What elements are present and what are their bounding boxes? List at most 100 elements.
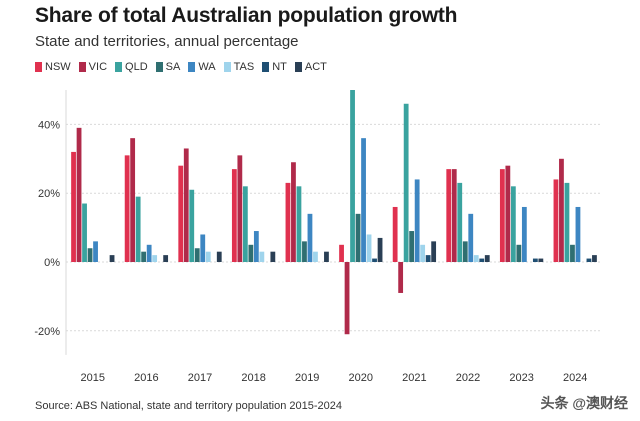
- x-tick-label: 2017: [188, 372, 212, 384]
- bar-vic-2019: [291, 162, 296, 262]
- bar-sa-2024: [570, 244, 575, 262]
- legend-label: VIC: [88, 61, 108, 73]
- bar-tas-2022: [473, 255, 479, 262]
- bar-nt-2021: [425, 255, 431, 262]
- legend-item-qld: QLD: [115, 61, 148, 73]
- bar-sa-2022: [462, 241, 468, 262]
- legend-label: WA: [198, 61, 216, 73]
- legend-swatch: [294, 62, 302, 72]
- legend-item-act: ACT: [294, 61, 327, 73]
- bar-qld-2016: [135, 196, 141, 262]
- bar-qld-2021: [403, 103, 409, 262]
- bar-sa-2020: [355, 213, 361, 262]
- bar-sa-2021: [409, 231, 415, 262]
- bar-vic-2023: [505, 165, 511, 262]
- bar-sa-2018: [248, 244, 254, 262]
- bar-act-2022: [484, 255, 490, 262]
- bar-act-2020: [377, 237, 383, 262]
- bar-vic-2018: [237, 155, 243, 262]
- bar-nsw-2024: [553, 179, 559, 262]
- legend-swatch: [115, 62, 123, 72]
- bar-sa-2019: [302, 241, 307, 262]
- bar-wa-2016: [146, 244, 152, 262]
- x-tick-label: 2018: [241, 372, 265, 384]
- bar-vic-2024: [559, 158, 564, 262]
- x-tick-label: 2023: [509, 372, 533, 384]
- legend-swatch: [155, 62, 163, 72]
- legend-item-tas: TAS: [223, 61, 255, 73]
- chart-subtitle: State and territories, annual percentage: [35, 33, 299, 50]
- bar-sa-2017: [194, 248, 200, 262]
- bar-wa-2022: [468, 213, 474, 262]
- legend-item-nsw: NSW: [35, 61, 71, 73]
- bar-act-2018: [270, 251, 276, 262]
- bar-nsw-2018: [231, 169, 237, 262]
- legend-swatch: [262, 62, 270, 72]
- legend-item-vic: VIC: [78, 61, 108, 73]
- bar-tas-2016: [152, 255, 158, 262]
- bar-act-2019: [324, 251, 329, 262]
- legend-label: NT: [272, 61, 287, 73]
- bar-act-2023: [538, 258, 544, 262]
- x-tick-label: 2019: [295, 372, 319, 384]
- bar-act-2015: [109, 255, 115, 262]
- y-tick-label: 40%: [38, 119, 60, 131]
- bar-tas-2020: [366, 234, 372, 262]
- legend-item-nt: NT: [262, 61, 287, 73]
- chart-title: Share of total Australian population gro…: [35, 4, 458, 27]
- chart-legend: NSW VIC QLD SA WA TAS NT ACT: [35, 61, 327, 73]
- bar-wa-2015: [93, 241, 98, 262]
- x-tick-label: 2020: [349, 372, 373, 384]
- legend-label: TAS: [233, 61, 255, 73]
- bar-nsw-2020: [339, 244, 344, 262]
- x-tick-label: 2024: [563, 372, 587, 384]
- legend-swatch: [223, 62, 231, 72]
- y-tick-label: 20%: [38, 188, 60, 200]
- legend-swatch: [78, 62, 86, 72]
- bar-nsw-2022: [446, 169, 452, 262]
- legend-label: SA: [165, 61, 181, 73]
- bar-qld-2018: [242, 186, 248, 262]
- bar-act-2024: [592, 255, 597, 262]
- bar-wa-2019: [307, 213, 313, 262]
- legend-label: NSW: [45, 61, 71, 73]
- bar-act-2017: [216, 251, 222, 262]
- watermark-text: 头条 @澳财经: [540, 395, 628, 411]
- y-tick-label: -20%: [34, 326, 60, 338]
- x-tick-label: 2021: [402, 372, 426, 384]
- bar-nt-2022: [479, 258, 485, 262]
- x-tick-label: 2016: [134, 372, 158, 384]
- bar-vic-2015: [76, 127, 82, 262]
- bar-qld-2024: [564, 182, 570, 262]
- bar-tas-2019: [313, 251, 318, 262]
- bar-tas-2021: [420, 244, 426, 262]
- bar-vic-2022: [451, 169, 457, 262]
- bar-qld-2020: [350, 90, 355, 262]
- legend-label: QLD: [125, 61, 148, 73]
- bar-wa-2018: [253, 231, 259, 262]
- bar-nsw-2017: [178, 165, 184, 262]
- bar-qld-2015: [82, 203, 87, 262]
- bar-qld-2022: [457, 182, 463, 262]
- watermark: 头条 @澳财经: [540, 393, 628, 413]
- bar-vic-2017: [183, 148, 189, 262]
- bar-nsw-2019: [285, 182, 291, 262]
- bar-tas-2017: [205, 251, 211, 262]
- x-tick-label: 2015: [81, 372, 105, 384]
- bar-tas-2018: [259, 251, 265, 262]
- bar-sa-2015: [87, 248, 93, 262]
- bar-nt-2023: [532, 258, 538, 262]
- bar-wa-2020: [361, 138, 366, 262]
- bar-qld-2023: [510, 186, 516, 262]
- bar-wa-2017: [200, 234, 206, 262]
- legend-swatch: [188, 62, 196, 72]
- bar-nsw-2023: [499, 169, 505, 262]
- bar-nsw-2021: [392, 206, 398, 262]
- bar-qld-2017: [189, 189, 195, 262]
- bar-wa-2021: [414, 179, 420, 262]
- bar-act-2021: [431, 241, 437, 262]
- x-tick-label: 2022: [456, 372, 480, 384]
- bar-qld-2019: [296, 186, 302, 262]
- bar-vic-2016: [130, 138, 136, 262]
